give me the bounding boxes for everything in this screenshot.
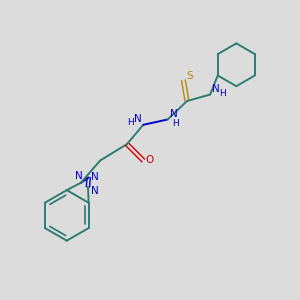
Text: H: H: [219, 88, 226, 98]
Text: N: N: [91, 186, 98, 196]
Text: N: N: [134, 115, 142, 124]
Text: N: N: [170, 109, 178, 119]
Text: S: S: [187, 71, 193, 81]
Text: O: O: [146, 155, 154, 166]
Text: N: N: [212, 84, 219, 94]
Text: N: N: [75, 171, 83, 181]
Text: H: H: [128, 118, 134, 127]
Text: N: N: [91, 172, 99, 182]
Text: H: H: [172, 118, 179, 127]
